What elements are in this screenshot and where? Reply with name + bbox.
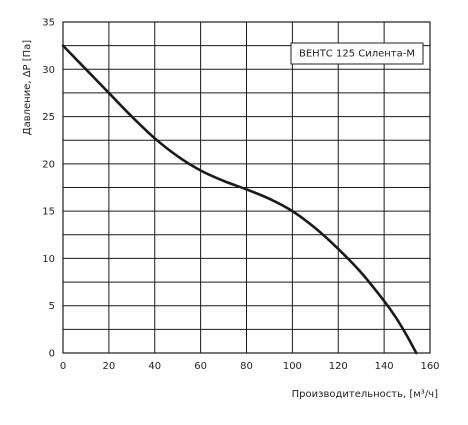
y-tick-label: 30 [42,65,55,76]
plot-border [62,21,431,354]
legend-entry: ВЕНТС 125 Силента-М [299,49,415,60]
y-axis-label: Давление, ΔP [Па] [22,40,33,136]
x-tick-label: 80 [240,361,253,372]
x-tick-label: 20 [103,361,116,372]
y-tick-label: 15 [42,207,55,218]
x-tick-label: 60 [194,361,207,372]
x-tick-label: 160 [420,361,439,372]
x-axis-label: Производительность, [м³/ч] [292,389,438,400]
y-tick-label: 5 [49,301,55,312]
x-tick-label: 40 [148,361,161,372]
grid [62,21,431,354]
y-tick-label: 20 [42,159,55,170]
series-line [61,44,418,355]
series-layer [61,44,418,355]
axes: 0 20 40 60 80 100 120 140 160 0 5 10 15 20 25 30 35 [42,18,439,373]
y-tick-label: 25 [42,112,55,123]
legend: ВЕНТС 125 Силента-М [290,42,424,65]
x-tick-label: 100 [283,361,302,372]
y-tick-label: 10 [42,254,55,265]
y-tick-label: 0 [49,349,55,360]
y-tick-label: 35 [42,18,55,29]
legend-box [290,42,424,65]
x-tick-label: 0 [60,361,66,372]
x-tick-label: 140 [375,361,394,372]
x-tick-label: 120 [329,361,348,372]
